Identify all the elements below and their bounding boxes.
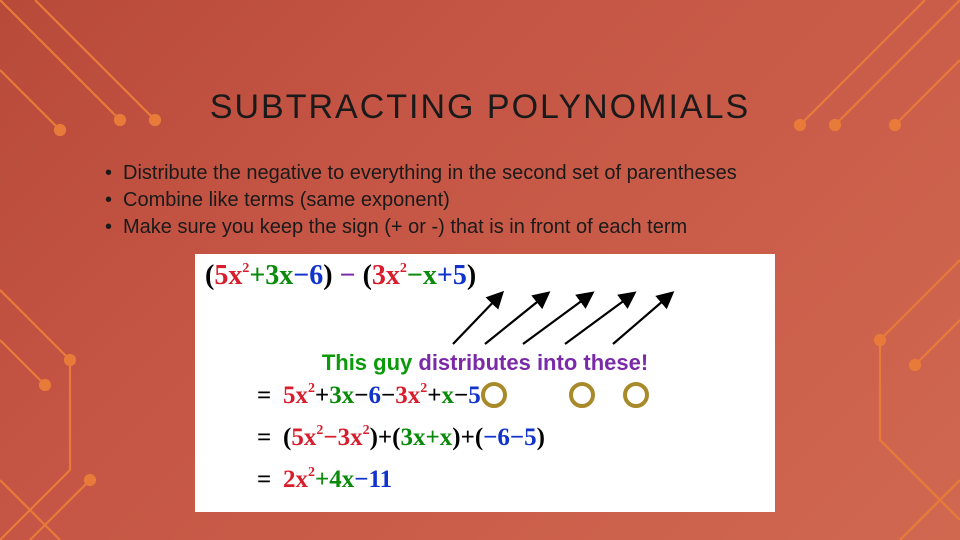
- op: +: [315, 382, 329, 409]
- paren: ): [467, 260, 476, 291]
- bullet-item: Make sure you keep the sign (+ or -) tha…: [105, 214, 880, 241]
- exponent: 2: [363, 423, 370, 438]
- distribute-arrows: [445, 288, 765, 348]
- bullet-item: Distribute the negative to everything in…: [105, 160, 880, 187]
- paren: (: [205, 260, 214, 291]
- paren: (: [475, 424, 483, 451]
- exponent: 2: [420, 381, 427, 396]
- equation-distributed: 5x2+3x−6−3x2+x−5: [283, 382, 481, 410]
- term: 6: [309, 260, 323, 291]
- slide: SUBTRACTING POLYNOMIALS Distribute the n…: [0, 0, 960, 540]
- term: 4x: [329, 466, 354, 493]
- term: 5x: [283, 382, 308, 409]
- op: −: [510, 424, 524, 451]
- term: −6: [483, 424, 510, 451]
- exponent: 2: [400, 261, 407, 276]
- highlight-circle: [623, 382, 649, 408]
- caption-green: This guy: [322, 350, 419, 375]
- term: 3x: [265, 260, 293, 291]
- term: 3x: [329, 382, 354, 409]
- op: −: [323, 424, 337, 451]
- paren: ): [452, 424, 460, 451]
- term: 3x: [372, 260, 400, 291]
- minus-distribute: −: [340, 260, 356, 291]
- op: +: [437, 260, 453, 291]
- equation-grouped: (5x2−3x2)+(3x+x)+(−6−5): [283, 424, 545, 452]
- equals: =: [257, 466, 271, 494]
- highlight-circle: [481, 382, 507, 408]
- paren: ): [323, 260, 332, 291]
- caption: This guy distributes into these!: [195, 350, 775, 376]
- equation-original: (5x2+3x−6) − (3x2−x+5): [205, 260, 476, 292]
- equals: =: [257, 382, 271, 410]
- op: +: [315, 466, 329, 493]
- slide-title: SUBTRACTING POLYNOMIALS: [0, 88, 960, 127]
- term: 3x: [400, 424, 425, 451]
- term: 6: [369, 382, 382, 409]
- paren: (: [363, 260, 372, 291]
- exponent: 2: [316, 423, 323, 438]
- term: x: [440, 424, 453, 451]
- term: x: [423, 260, 437, 291]
- term: 3x: [395, 382, 420, 409]
- bullet-item: Combine like terms (same exponent): [105, 187, 880, 214]
- term: 3x: [338, 424, 363, 451]
- term: 2x: [283, 466, 308, 493]
- op: −: [454, 382, 468, 409]
- bullet-list: Distribute the negative to everything in…: [105, 160, 880, 241]
- exponent: 2: [308, 381, 315, 396]
- op: −: [407, 260, 423, 291]
- example-box: (5x2+3x−6) − (3x2−x+5) This guy distribu…: [195, 254, 775, 512]
- term: 5x: [291, 424, 316, 451]
- op: +: [461, 424, 475, 451]
- term: x: [442, 382, 455, 409]
- term: 5: [453, 260, 467, 291]
- exponent: 2: [242, 261, 249, 276]
- highlight-circle: [569, 382, 595, 408]
- op: +: [425, 424, 439, 451]
- exponent: 2: [308, 465, 315, 480]
- term: 5x: [214, 260, 242, 291]
- term: 11: [369, 466, 393, 493]
- op: +: [249, 260, 265, 291]
- paren: ): [370, 424, 378, 451]
- term: 5: [524, 424, 537, 451]
- equals: =: [257, 424, 271, 452]
- op: −: [354, 382, 368, 409]
- op: −: [381, 382, 395, 409]
- op: −: [293, 260, 309, 291]
- op: +: [427, 382, 441, 409]
- term: 5: [468, 382, 481, 409]
- op: +: [378, 424, 392, 451]
- paren: ): [537, 424, 545, 451]
- op: −: [354, 466, 368, 493]
- caption-purple: distributes into these!: [418, 350, 648, 375]
- equation-result: 2x2+4x−11: [283, 466, 392, 494]
